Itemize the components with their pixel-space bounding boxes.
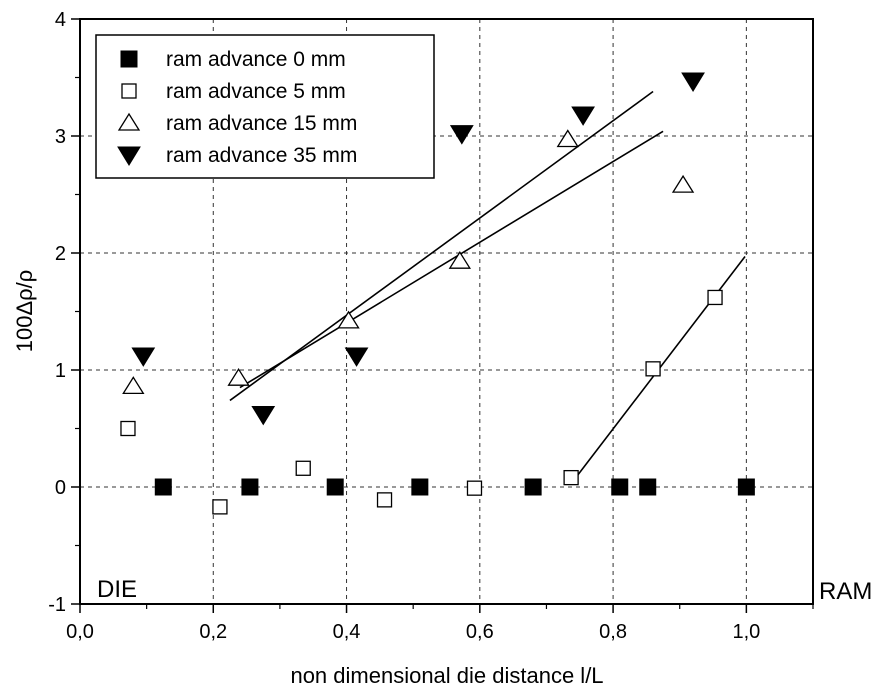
data-point-series-0	[524, 478, 542, 496]
data-point-series-2	[122, 376, 145, 395]
x-axis-title: non dimensional die distance l/L	[290, 663, 603, 688]
legend-label-3: ram advance 35 mm	[166, 144, 357, 167]
legend-label-1: ram advance 5 mm	[166, 80, 346, 103]
legend-marker-3	[117, 146, 141, 166]
y-tick-label: 0	[55, 477, 66, 499]
data-point-series-1	[707, 289, 723, 306]
legend-label-0: ram advance 0 mm	[166, 48, 346, 71]
y-axis-title: 100Δρ/ρ	[12, 270, 37, 353]
axis-ticks: 0,0 0,2 0,4 0,6 0,8 1,0 -1 0 1 2 3 4	[48, 9, 814, 643]
legend-marker-1	[121, 83, 137, 99]
data-point-series-0	[737, 478, 755, 496]
data-point-series-1	[376, 492, 393, 508]
data-points	[120, 72, 755, 515]
data-point-series-0	[241, 478, 259, 496]
data-point-series-3	[131, 347, 156, 367]
data-point-series-0	[411, 478, 429, 496]
data-point-series-1	[212, 499, 228, 515]
data-point-series-0	[326, 478, 344, 496]
data-point-series-1	[120, 420, 136, 437]
ram-label: RAM	[819, 578, 872, 605]
data-point-series-1	[466, 480, 483, 496]
x-tick-label: 1,0	[732, 621, 760, 643]
data-point-series-3	[681, 72, 705, 92]
data-point-series-1	[295, 460, 311, 476]
data-point-series-2	[671, 174, 695, 193]
data-point-series-2	[556, 129, 579, 148]
y-tick-label: 4	[55, 9, 66, 31]
x-tick-label: 0,4	[333, 621, 361, 643]
legend-marker-0	[120, 50, 138, 68]
legend: ram advance 0 mm ram advance 5 mm ram adva…	[95, 34, 435, 179]
fit-line	[229, 90, 654, 402]
x-tick-label: 0,6	[466, 621, 494, 643]
data-point-series-2	[227, 367, 250, 386]
data-point-series-3	[449, 125, 474, 145]
data-point-series-0	[611, 478, 629, 496]
legend-box	[95, 34, 435, 179]
data-point-series-3	[344, 347, 369, 367]
x-tick-label: 0,2	[199, 621, 227, 643]
data-point-series-1	[563, 469, 579, 486]
y-tick-label: 3	[55, 126, 66, 148]
data-point-series-1	[645, 361, 661, 377]
x-tick-label: 0,8	[599, 621, 627, 643]
data-point-series-3	[571, 106, 595, 126]
data-point-series-0	[154, 478, 172, 496]
legend-label-2: ram advance 15 mm	[166, 112, 357, 135]
data-point-series-0	[639, 478, 657, 496]
legend-marker-2	[117, 112, 141, 131]
data-point-series-2	[337, 310, 360, 329]
data-point-series-2	[448, 250, 472, 269]
die-label: DIE	[97, 576, 137, 603]
y-tick-label: 2	[55, 243, 66, 265]
y-tick-label: -1	[48, 594, 66, 616]
y-tick-label: 1	[55, 360, 66, 382]
data-point-series-3	[251, 405, 276, 426]
x-tick-label: 0,0	[66, 621, 94, 643]
fit-line	[239, 130, 664, 389]
